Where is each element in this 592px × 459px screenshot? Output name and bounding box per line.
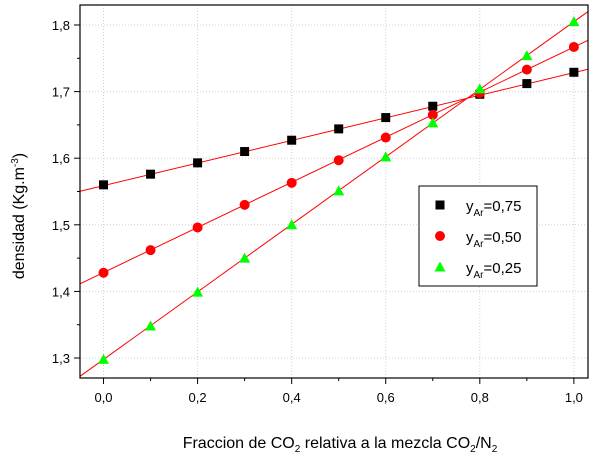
data-point <box>427 117 439 128</box>
data-point <box>192 222 203 233</box>
data-point <box>380 132 391 143</box>
data-point <box>99 180 109 190</box>
data-point <box>522 79 532 89</box>
x-axis-title-sub3: 2 <box>492 444 498 455</box>
data-point <box>239 199 250 210</box>
y-axis-title-sup: -3 <box>10 158 21 167</box>
data-point <box>287 135 297 145</box>
data-point <box>333 185 345 196</box>
data-point <box>334 124 344 134</box>
x-tick-label: 0,0 <box>94 390 112 405</box>
tick-labels: 0,0 0,2 0,4 0,6 0,8 1,0 1,3 1,4 1,5 1,6 1,7 1,8 <box>52 18 583 405</box>
legend-marker <box>434 261 446 272</box>
data-point <box>240 147 250 157</box>
data-point <box>286 177 297 188</box>
data-point <box>333 155 344 166</box>
x-tick-label: 0,2 <box>189 390 207 405</box>
data-point <box>381 113 391 123</box>
ticks <box>74 24 575 384</box>
legend-label: yAr=0,50 <box>466 229 521 250</box>
fit-line <box>80 68 588 192</box>
data-point <box>286 219 298 230</box>
data-point <box>145 245 156 256</box>
y-tick-label: 1,7 <box>52 85 70 100</box>
x-axis-title-sub1: 2 <box>295 444 301 455</box>
x-tick-label: 0,6 <box>377 390 395 405</box>
fit-line <box>80 39 588 285</box>
y-axis-title: densidad (Kg.m-3) <box>10 153 28 279</box>
legend-label: yAr=0,75 <box>466 198 521 219</box>
legend-items: yAr=0,75 yAr=0,50 yAr=0,25 <box>434 198 521 281</box>
x-tick-label: 0,4 <box>283 390 301 405</box>
legend-marker <box>435 231 445 241</box>
y-tick-label: 1,4 <box>52 284 70 299</box>
y-tick-label: 1,5 <box>52 218 70 233</box>
data-point <box>474 83 486 94</box>
data-point <box>568 41 579 52</box>
legend-marker <box>435 200 445 210</box>
data-point <box>145 320 157 331</box>
y-axis-title-suffix: ) <box>11 153 28 158</box>
x-axis-title-sub2: 2 <box>470 444 476 455</box>
data-point <box>239 252 251 263</box>
markers <box>98 16 580 364</box>
x-tick-label: 1,0 <box>565 390 583 405</box>
data-point <box>193 158 203 168</box>
data-point <box>521 64 532 75</box>
x-axis-title-middle: relativa a la mezcla CO <box>300 435 470 452</box>
legend-label: yAr=0,25 <box>466 260 521 281</box>
x-axis-title: Fraccion de CO2 relativa a la mezcla CO2… <box>183 435 498 455</box>
y-axis-title-prefix: densidad (Kg.m <box>11 167 28 279</box>
data-point <box>98 267 109 278</box>
x-axis-title-prefix: Fraccion de CO <box>183 435 295 452</box>
data-point <box>146 169 156 179</box>
y-tick-label: 1,8 <box>52 18 70 33</box>
y-tick-label: 1,6 <box>52 151 70 166</box>
data-point <box>569 67 579 77</box>
data-point <box>521 50 533 61</box>
x-axis-title-slash: /N <box>476 435 492 452</box>
data-point <box>192 286 204 297</box>
data-point <box>428 101 438 111</box>
data-point <box>98 353 110 364</box>
data-point <box>427 109 438 120</box>
data-point <box>380 151 392 162</box>
data-point <box>568 16 580 27</box>
x-tick-label: 0,8 <box>471 390 489 405</box>
legend: yAr=0,75 yAr=0,50 yAr=0,25 <box>418 185 538 287</box>
y-tick-label: 1,3 <box>52 351 70 366</box>
